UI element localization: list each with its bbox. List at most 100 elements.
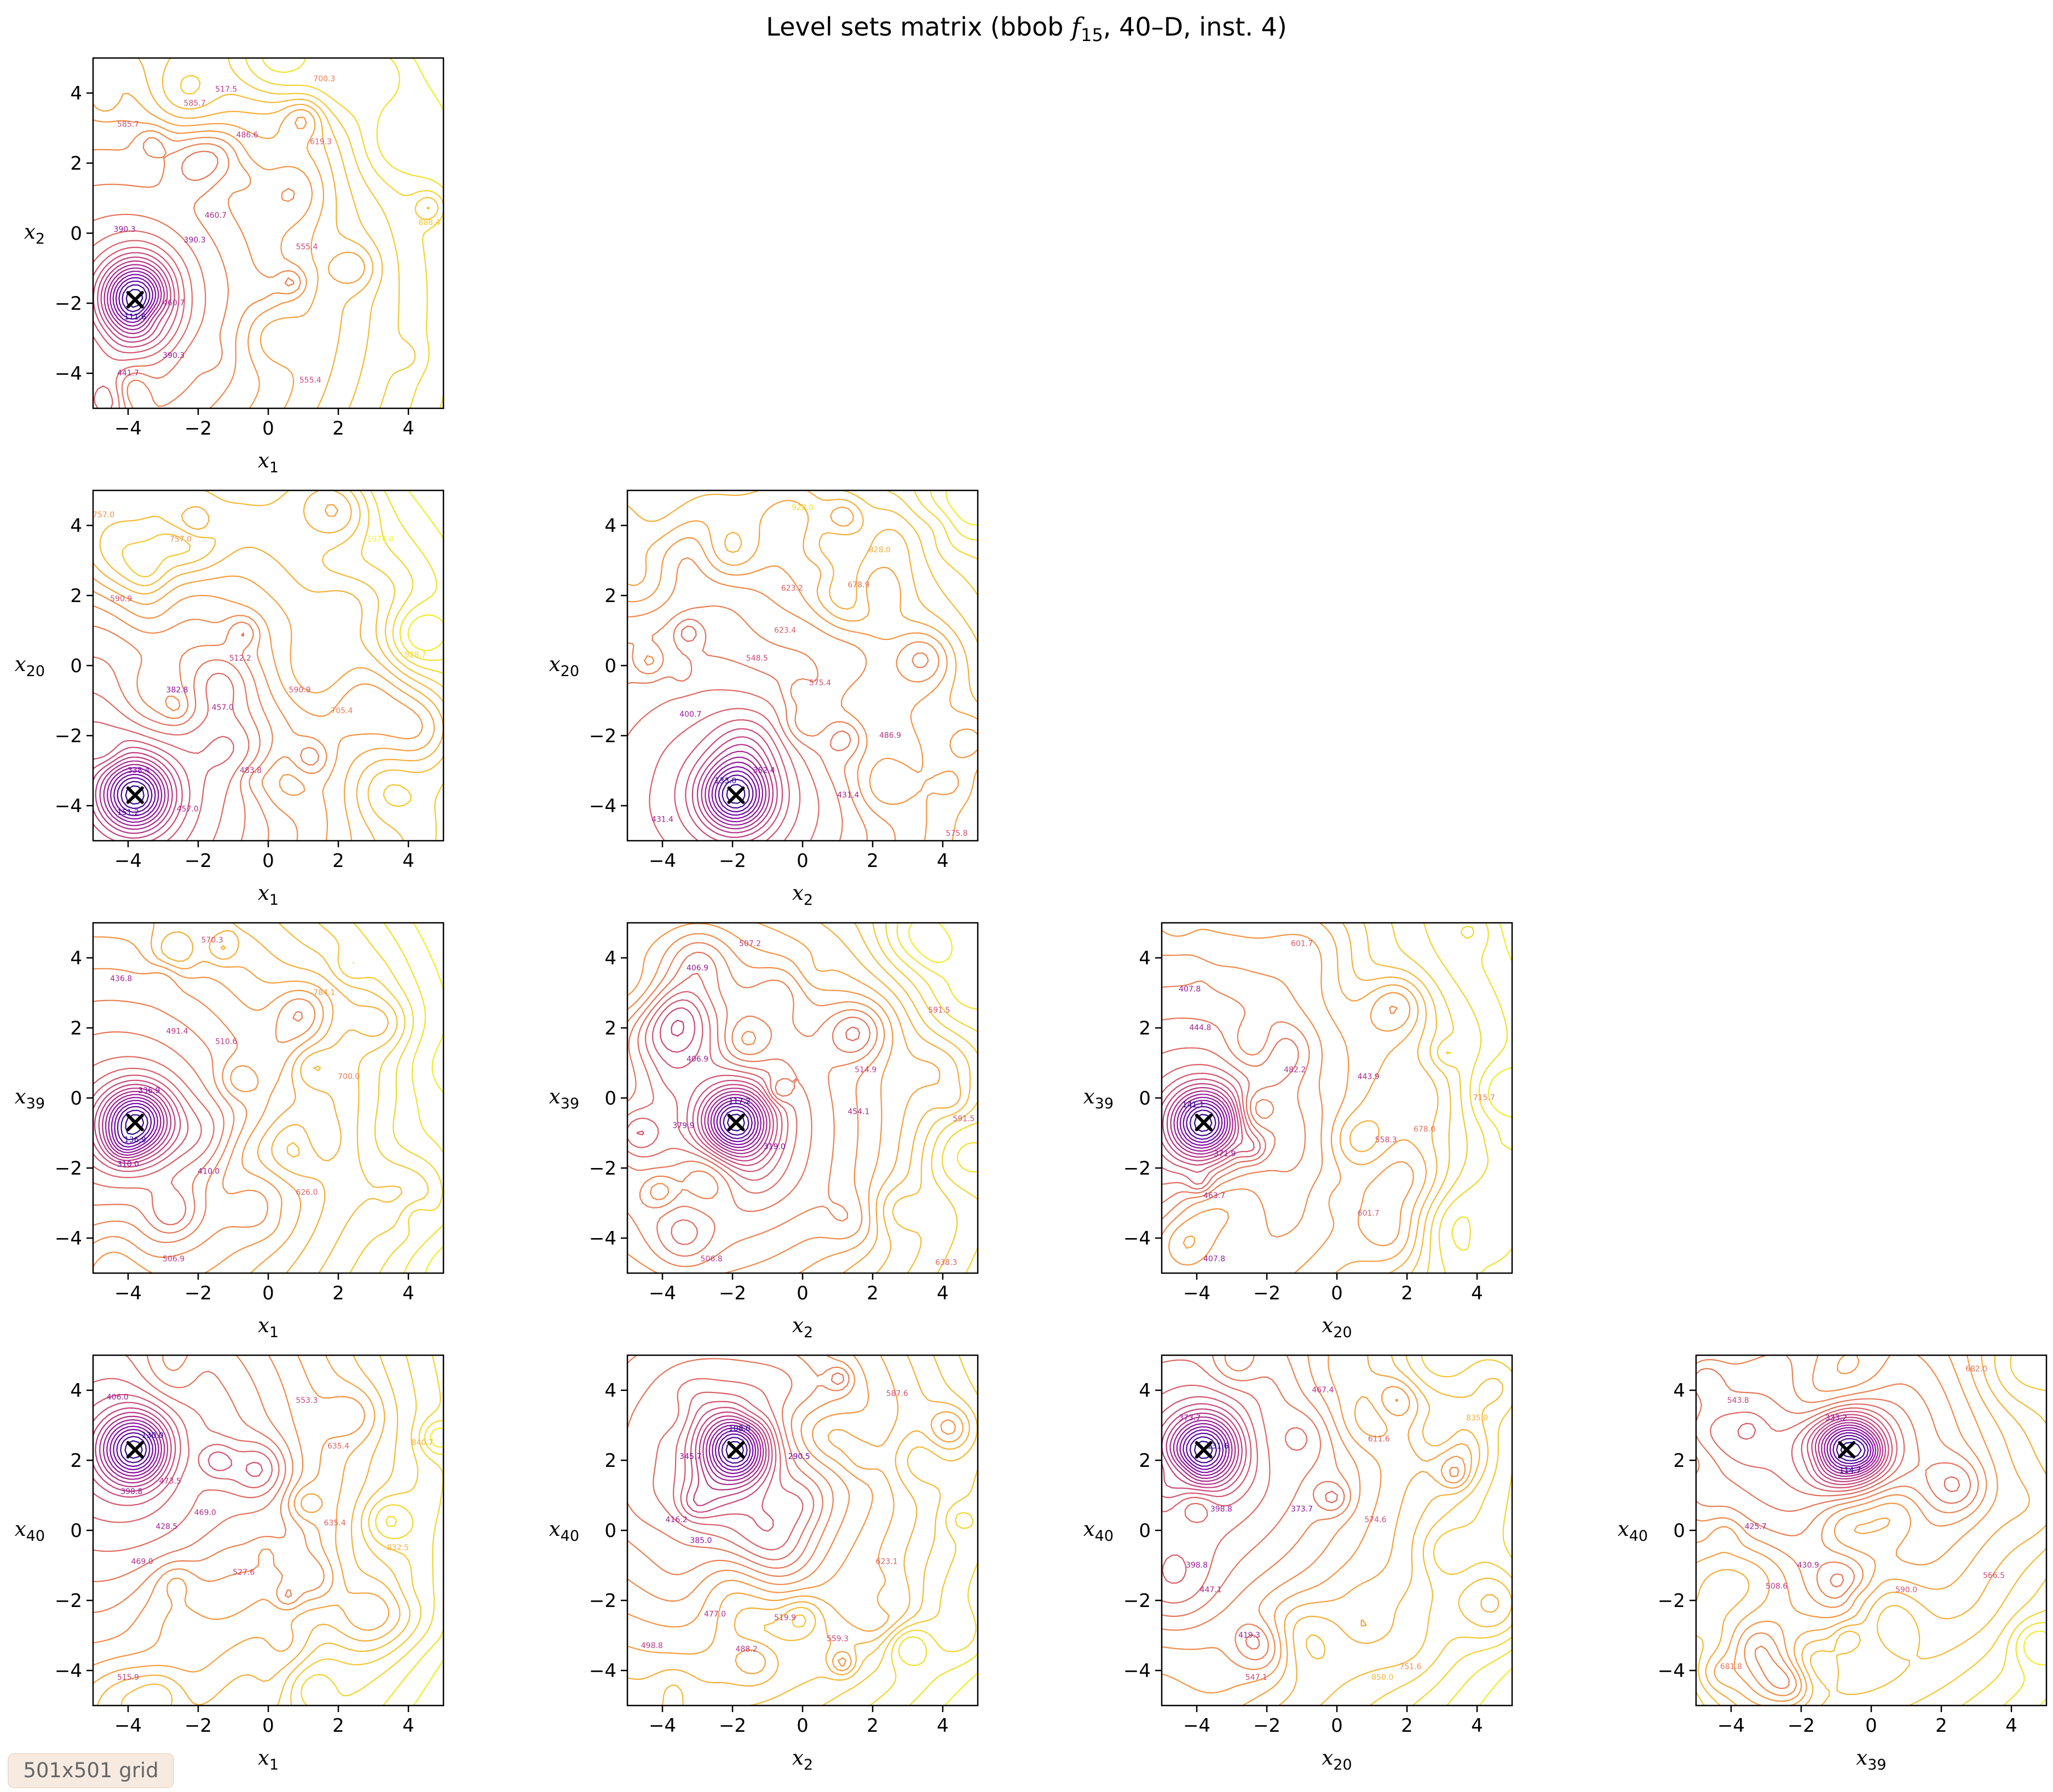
level-set-12 (1162, 1396, 1252, 1499)
level-set-8 (1818, 1422, 1881, 1477)
level-set-21 (1696, 1355, 2046, 1706)
level-set-9 (699, 1415, 767, 1491)
y-tick-label: −4 (1658, 1660, 1685, 1682)
x-tick-label: 0 (797, 1715, 809, 1737)
level-set-17 (1696, 1355, 1987, 1696)
level-set-5 (711, 766, 760, 819)
contour-value-label: 319.0 (764, 1143, 786, 1152)
level-set-10 (93, 1407, 172, 1492)
level-set-12 (1162, 1072, 1255, 1173)
optimum-marker (1195, 1441, 1213, 1459)
level-set-13 (1162, 1063, 1261, 1185)
level-set-11 (659, 1007, 778, 1166)
grid-resolution-badge: 501x501 grid (8, 1753, 174, 1788)
level-set-6 (108, 1097, 162, 1153)
contour-value-label: 515.9 (117, 1673, 139, 1682)
level-set-25 (1487, 923, 1512, 1118)
x-tick-label: 4 (937, 1715, 949, 1737)
level-set-9 (696, 744, 774, 834)
contour-value-label: 566.5 (1983, 1571, 2005, 1580)
y-tick-label: 4 (604, 1380, 616, 1402)
level-set-4 (714, 770, 757, 816)
contour-value-label: 390.3 (184, 236, 206, 245)
y-tick-label: 0 (70, 1088, 82, 1109)
contour-value-label: 548.5 (746, 654, 768, 663)
level-set-18 (93, 1355, 366, 1666)
x-tick-label: 2 (332, 418, 344, 440)
level-set-21 (1306, 1355, 1512, 1706)
level-set-20 (137, 58, 374, 408)
level-set-16 (93, 137, 295, 408)
contour-value-label: 400.7 (679, 710, 701, 719)
contour-value-label: 151.2 (117, 808, 139, 817)
contour-value-label: 514.9 (855, 1066, 876, 1074)
optimum-marker (1838, 1441, 1856, 1459)
contour-value-label: 700.0 (338, 1073, 360, 1082)
level-set-3 (1186, 1432, 1221, 1467)
level-set-18 (627, 1355, 956, 1667)
contour-value-label: 1074.0 (367, 535, 394, 544)
y-tick-label: −2 (55, 293, 82, 315)
x-tick-label: −4 (649, 1715, 676, 1737)
y-tick-label: −2 (1123, 1590, 1151, 1612)
y-tick-label: −2 (1123, 1158, 1151, 1180)
level-set-16 (93, 621, 320, 841)
contour-value-label: 527.6 (233, 1568, 255, 1577)
contour-value-label: 469.0 (131, 1558, 153, 1566)
level-set-25 (2023, 1631, 2046, 1706)
level-set-18 (627, 923, 893, 1273)
level-set-5 (109, 1425, 157, 1473)
y-tick-label: 2 (604, 1450, 616, 1472)
y-tick-label: −4 (1123, 1228, 1151, 1250)
panel-x39-vs-x20: 141.1 371.9 407.8 407.8 444.8 482.2 443.9 558.3… (1083, 922, 1513, 1341)
level-set-5 (112, 274, 157, 323)
x-tick-label: 0 (262, 1282, 274, 1304)
x-tick-label: −4 (649, 1282, 676, 1304)
contour-value-label: 457.0 (177, 805, 199, 813)
contour-value-label: 498.8 (641, 1641, 663, 1650)
level-set-8 (1169, 1416, 1236, 1482)
contour-value-label: 553.3 (296, 1396, 318, 1405)
contour-lines (93, 1355, 443, 1706)
panel-x40-vs-x1: 130.0 406.0 473.5 398.8 428.5 469.0 469.0 515.9… (15, 1354, 445, 1773)
level-set-10 (693, 1411, 770, 1506)
level-set-21 (120, 1355, 411, 1706)
contour-value-label: 431.4 (651, 816, 673, 824)
level-set-5 (1179, 1426, 1227, 1473)
level-set-18 (1696, 1355, 1998, 1702)
contour-value-label: 623.2 (781, 584, 803, 593)
contour-value-label: 517.5 (215, 85, 237, 94)
level-set-25 (944, 1672, 978, 1706)
contour-value-label: 310.0 (117, 1160, 139, 1169)
level-set-17 (93, 130, 301, 408)
x-tick-label: 0 (797, 1282, 809, 1304)
level-set-7 (105, 1094, 165, 1156)
contour-value-label: 928.7 (405, 651, 426, 660)
x-tick-label: 2 (1401, 1282, 1413, 1304)
level-set-21 (162, 58, 430, 408)
y-axis-label: x40 (549, 1517, 579, 1545)
level-set-7 (707, 1094, 765, 1151)
level-set-3 (718, 1433, 751, 1467)
level-set-10 (691, 736, 778, 838)
level-set-23 (353, 923, 443, 1273)
level-set-17 (93, 968, 316, 1258)
contour-value-label: 491.4 (166, 1027, 188, 1036)
level-set-18 (93, 117, 313, 408)
x-axis-label: x2 (792, 1314, 813, 1341)
level-set-9 (100, 260, 168, 338)
level-set-19 (93, 93, 365, 408)
level-set-13 (93, 240, 185, 408)
contour-value-label: 590.9 (110, 594, 132, 603)
contour-value-label: 467.4 (1312, 1386, 1334, 1395)
level-set-7 (706, 1421, 762, 1481)
y-tick-label: 0 (70, 655, 82, 677)
contour-value-label: 390.3 (163, 351, 184, 360)
x-tick-label: −2 (1253, 1715, 1281, 1737)
x-tick-label: −2 (1787, 1715, 1815, 1737)
contour-value-label: 398.8 (120, 1488, 142, 1496)
y-tick-label: 0 (70, 223, 82, 245)
contour-value-label: 117.2 (729, 1097, 751, 1106)
contour-value-label: 133.0 (714, 777, 736, 785)
level-set-13 (627, 991, 789, 1181)
